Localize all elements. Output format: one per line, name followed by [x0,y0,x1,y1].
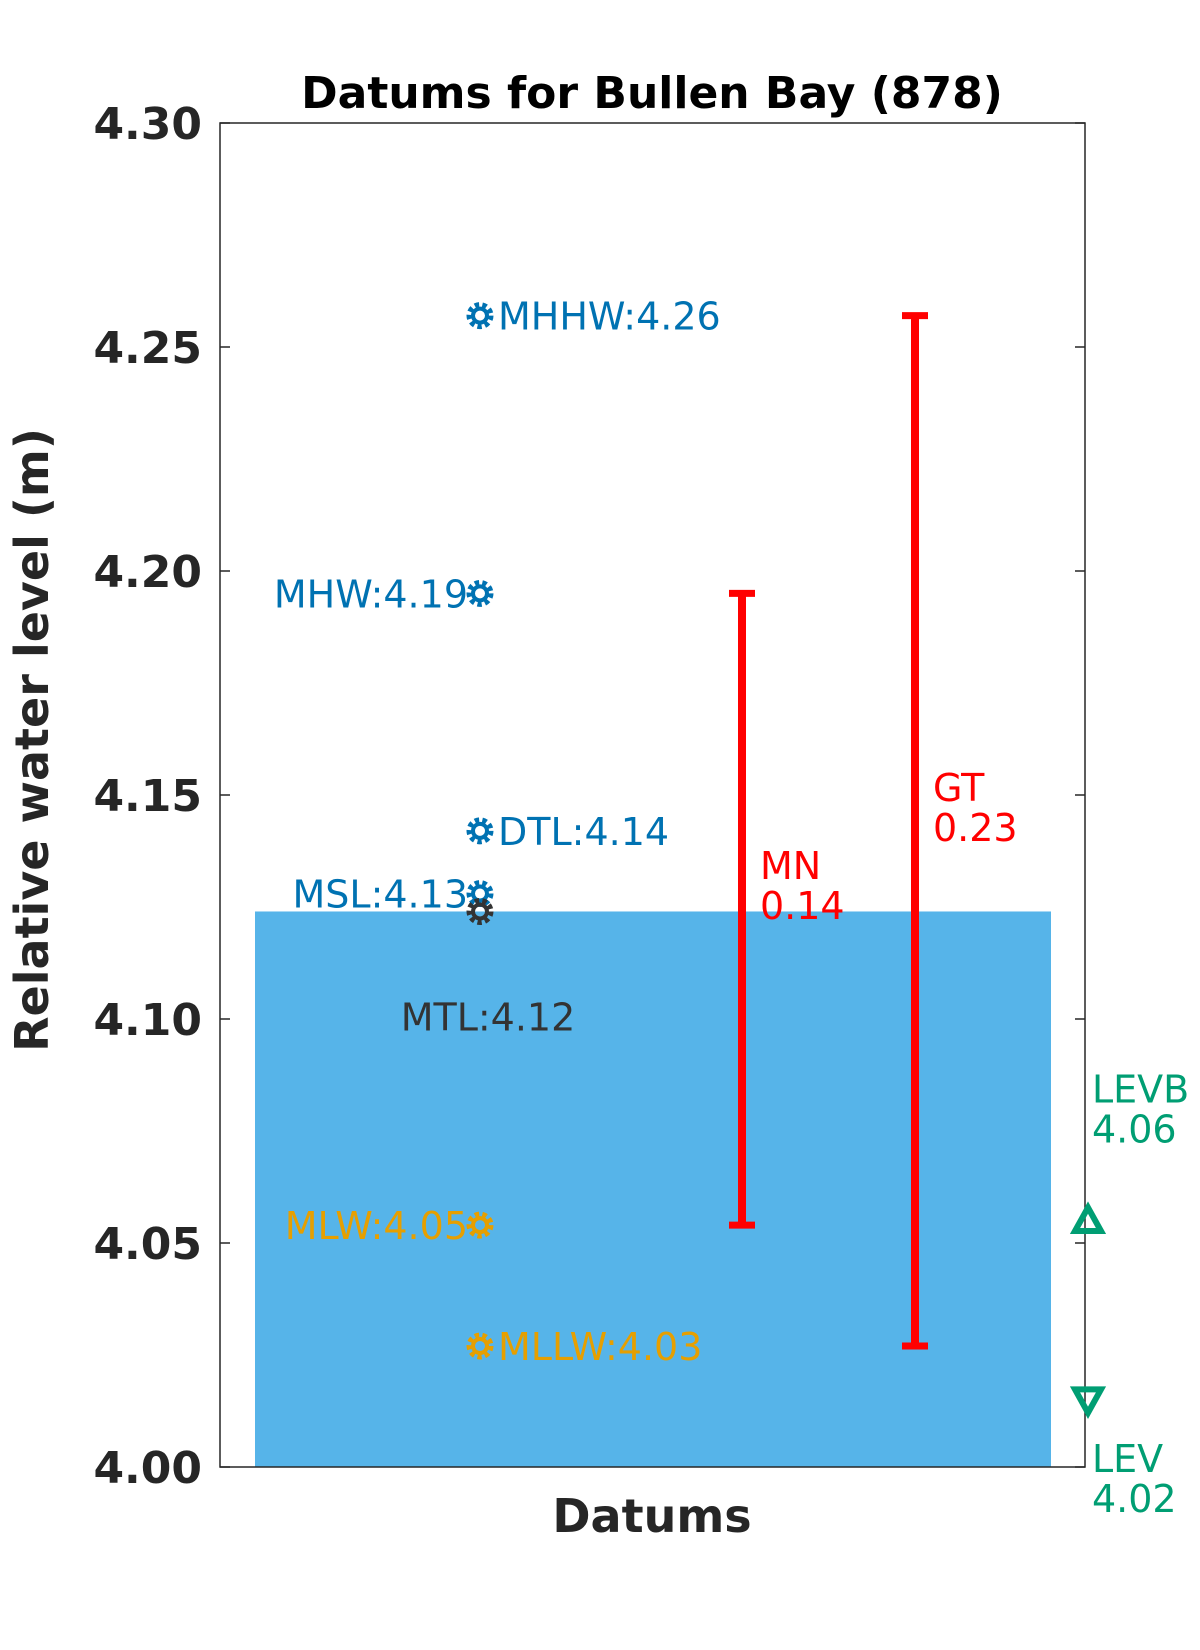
datum-marker-ring [471,306,489,325]
datum-marker-ring [471,821,489,840]
y-tick-label: 4.00 [93,1443,202,1494]
x-axis-label: Datums [552,1489,751,1543]
range-label: GT [933,766,985,810]
datum-marker-ring [471,902,489,921]
extreme-marker [1069,1386,1107,1419]
y-tick-label: 4.30 [93,99,202,150]
range-value: 0.14 [760,884,845,928]
datum-marker [466,817,494,845]
datum-marker-ring [471,1337,489,1356]
extreme-label: LEVB [1092,1068,1189,1112]
extreme-label: LEV [1092,1437,1163,1481]
datum-marker [466,1332,494,1360]
extreme-marker [1069,1201,1107,1234]
y-axis-label: Relative water level (m) [5,428,59,1052]
datum-label: MHW:4.19 [274,572,468,616]
datum-marker [466,1211,494,1239]
chart-title: Datums for Bullen Bay (878) [301,68,1003,119]
datum-marker-ring [471,584,489,603]
datum-label: MTL:4.12 [401,995,576,1039]
y-tick-label: 4.10 [93,995,202,1046]
y-tick-label: 4.20 [93,547,202,598]
datum-marker [466,579,494,607]
extreme-value: 4.02 [1092,1477,1177,1521]
datum-label: MSL:4.13 [293,873,469,917]
datum-marker-ring [471,884,489,903]
datum-marker [466,897,494,925]
datum-label: DTL:4.14 [498,810,669,854]
datum-label: MLLW:4.03 [498,1325,702,1369]
datum-marker [466,302,494,330]
water-level-fill [255,911,1051,1467]
extreme-value: 4.06 [1092,1108,1177,1152]
y-tick-label: 4.25 [93,323,202,374]
range-value: 0.23 [933,806,1018,850]
datum-label: MLW:4.05 [285,1204,468,1248]
y-tick-label: 4.05 [93,1219,202,1270]
range-label: MN [760,844,821,888]
y-tick-label: 4.15 [93,771,202,822]
plot-area: 4.00 4.05 4.10 4.15 4.20 4.25 4.30 MHHW:4.26 MHW… [93,99,1189,1521]
datum-marker-ring [471,1216,489,1235]
datum-label: MHHW:4.26 [498,295,721,339]
